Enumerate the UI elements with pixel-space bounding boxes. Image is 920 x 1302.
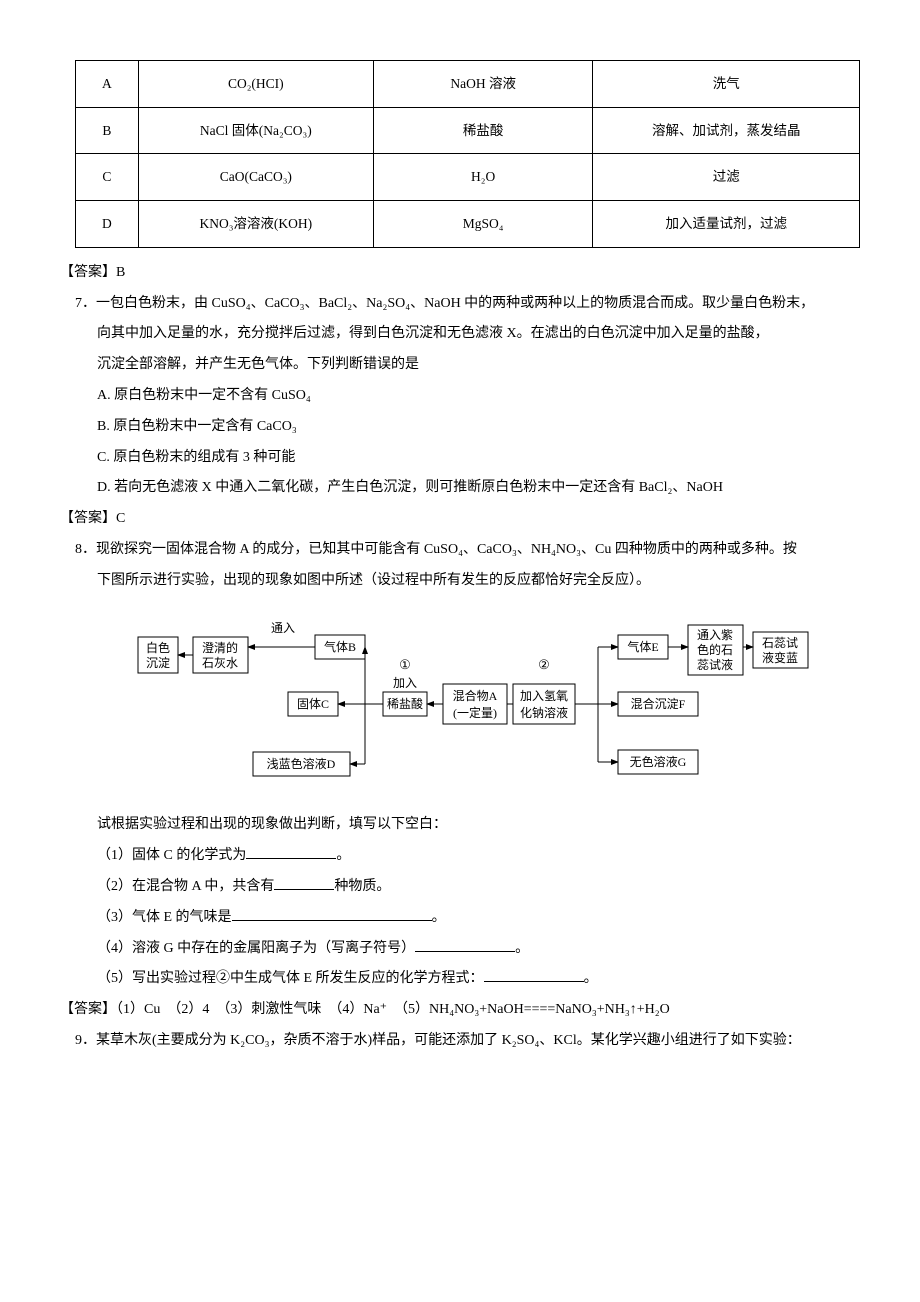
cell-reagent: MgSO₄ xyxy=(373,201,593,248)
cell-label: C xyxy=(76,154,139,201)
stem-line: 一包白色粉末，由 CuSO₄、CaCO₃、BaCl₂、Na₂SO₄、NaOH 中… xyxy=(96,296,814,311)
table-row: C CaO(CaCO₃) H₂O 过滤 xyxy=(76,154,860,201)
sub-question-3: （3）气体 E 的气味是 。 xyxy=(97,903,860,934)
answer-7: 【答案】C xyxy=(60,504,860,535)
cell-mix: CaO(CaCO₃) xyxy=(138,154,373,201)
blank-field xyxy=(246,858,336,859)
blank-field xyxy=(232,920,432,921)
circle-2: ② xyxy=(538,657,550,672)
sub-question-1: （1）固体 C 的化学式为 。 xyxy=(97,841,860,872)
blank-field xyxy=(415,951,515,952)
punct: 。 xyxy=(515,941,529,956)
node-baise: 白色 xyxy=(145,640,169,655)
circle-1: ① xyxy=(399,657,411,672)
question-post: 试根据实验过程和出现的现象做出判断，填写以下空白： xyxy=(97,810,860,841)
cell-method: 过滤 xyxy=(593,154,860,201)
table-row: B NaCl 固体(Na₂CO₃) 稀盐酸 溶解、加试剂，蒸发结晶 xyxy=(76,107,860,154)
cell-method: 加入适量试剂，过滤 xyxy=(593,201,860,248)
stem-line: 某草木灰(主要成分为 K₂CO₃，杂质不溶于水)样品，可能还添加了 K₂SO₄、… xyxy=(96,1033,801,1048)
node-chengqing: 澄清的 xyxy=(201,640,237,655)
cell-mix: NaCl 固体(Na₂CO₃) xyxy=(138,107,373,154)
option-table: A CO₂(HCI) NaOH 溶液 洗气 B NaCl 固体(Na₂CO₃) … xyxy=(75,60,860,248)
table-row: A CO₂(HCI) NaOH 溶液 洗气 xyxy=(76,61,860,108)
sub-question-2: （2）在混合物 A 中，共含有 种物质。 xyxy=(97,872,860,903)
question-9-stem: 9．某草木灰(主要成分为 K₂CO₃，杂质不溶于水)样品，可能还添加了 K₂SO… xyxy=(97,1026,860,1057)
node-xiyansuan: 稀盐酸 xyxy=(386,696,422,711)
node-shirui: 石蕊试 xyxy=(761,635,797,650)
blank-field xyxy=(484,981,584,982)
flow-diagram: 白色 沉淀 澄清的 石灰水 通入 气体B 固体C 浅蓝色溶液D 稀盐酸 加入 ①… xyxy=(75,607,860,805)
cell-reagent: 稀盐酸 xyxy=(373,107,593,154)
question-number: 7． xyxy=(75,296,96,311)
cell-label: B xyxy=(76,107,139,154)
cell-mix: CO₂(HCI) xyxy=(138,61,373,108)
option-c: C. 原白色粉末的组成有 3 种可能 xyxy=(97,443,860,474)
cell-label: A xyxy=(76,61,139,108)
question-number: 9． xyxy=(75,1033,96,1048)
node-tongru2: 通入紫 xyxy=(696,628,732,642)
question-8-stem: 8．现欲探究一固体混合物 A 的成分，已知其中可能含有 CuSO₄、CaCO₃、… xyxy=(97,535,860,566)
punct: 。 xyxy=(584,971,598,986)
node-hunhe: 混合物A xyxy=(452,688,497,703)
cell-mix: KNO₃溶溶液(KOH) xyxy=(138,201,373,248)
table-row: D KNO₃溶溶液(KOH) MgSO₄ 加入适量试剂，过滤 xyxy=(76,201,860,248)
node-gutiC: 固体C xyxy=(296,697,328,711)
subq-text: （5）写出实验过程②中生成气体 E 所发生反应的化学方程式： xyxy=(97,971,484,986)
svg-text:(一定量): (一定量) xyxy=(453,705,497,720)
label-tongru: 通入 xyxy=(270,621,294,635)
cell-label: D xyxy=(76,201,139,248)
blank-field xyxy=(274,889,334,890)
subq-text: （1）固体 C 的化学式为 xyxy=(97,848,246,863)
svg-text:沉淀: 沉淀 xyxy=(145,656,169,670)
cell-reagent: NaOH 溶液 xyxy=(373,61,593,108)
stem-line: 向其中加入足量的水，充分搅拌后过滤，得到白色沉淀和无色滤液 X。在滤出的白色沉淀… xyxy=(97,319,860,350)
subq-text: （4）溶液 G 中存在的金属阳离子为（写离子符号） xyxy=(97,941,415,956)
svg-text:色的石: 色的石 xyxy=(696,642,732,657)
stem-line: 现欲探究一固体混合物 A 的成分，已知其中可能含有 CuSO₄、CaCO₃、NH… xyxy=(96,542,797,557)
punct: 。 xyxy=(336,848,350,863)
stem-line: 下图所示进行实验，出现的现象如图中所述（设过程中所有发生的反应都恰好完全反应）。 xyxy=(97,566,860,597)
node-qitiB: 气体B xyxy=(323,639,355,654)
node-jiaqing: 加入氢氧 xyxy=(519,688,567,703)
cell-reagent: H₂O xyxy=(373,154,593,201)
subq-text: 种物质。 xyxy=(334,879,390,894)
answer-8: 【答案】（1）Cu （2）4 （3）刺激性气味 （4）Na⁺ （5）NH₄NO₃… xyxy=(60,995,860,1026)
svg-text:化钠溶液: 化钠溶液 xyxy=(519,705,567,720)
sub-question-5: （5）写出实验过程②中生成气体 E 所发生反应的化学方程式： 。 xyxy=(97,964,860,995)
svg-text:石灰水: 石灰水 xyxy=(201,656,237,670)
cell-method: 洗气 xyxy=(593,61,860,108)
label-jiaru: 加入 xyxy=(392,676,416,690)
stem-line: 沉淀全部溶解，并产生无色气体。下列判断错误的是 xyxy=(97,350,860,381)
diagram-svg: 白色 沉淀 澄清的 石灰水 通入 气体B 固体C 浅蓝色溶液D 稀盐酸 加入 ①… xyxy=(118,607,818,792)
subq-text: （2）在混合物 A 中，共含有 xyxy=(97,879,274,894)
answer-6: 【答案】B xyxy=(60,258,860,289)
punct: 。 xyxy=(432,910,446,925)
option-a: A. 原白色粉末中一定不含有 CuSO₄ xyxy=(97,381,860,412)
sub-question-4: （4）溶液 G 中存在的金属阳离子为（写离子符号） 。 xyxy=(97,934,860,965)
question-7-stem: 7．一包白色粉末，由 CuSO₄、CaCO₃、BaCl₂、Na₂SO₄、NaOH… xyxy=(97,289,860,320)
question-number: 8． xyxy=(75,542,96,557)
option-b: B. 原白色粉末中一定含有 CaCO₃ xyxy=(97,412,860,443)
subq-text: （3）气体 E 的气味是 xyxy=(97,910,232,925)
svg-text:蕊试液: 蕊试液 xyxy=(696,657,732,672)
node-qitiE: 气体E xyxy=(627,639,658,654)
node-wuse: 无色溶液G xyxy=(629,754,686,769)
cell-method: 溶解、加试剂，蒸发结晶 xyxy=(593,107,860,154)
node-hunheF: 混合沉淀F xyxy=(630,696,685,711)
node-qianlan: 浅蓝色溶液D xyxy=(266,756,335,771)
option-d: D. 若向无色滤液 X 中通入二氧化碳，产生白色沉淀，则可推断原白色粉末中一定还… xyxy=(97,473,860,504)
svg-text:液变蓝: 液变蓝 xyxy=(761,650,797,665)
